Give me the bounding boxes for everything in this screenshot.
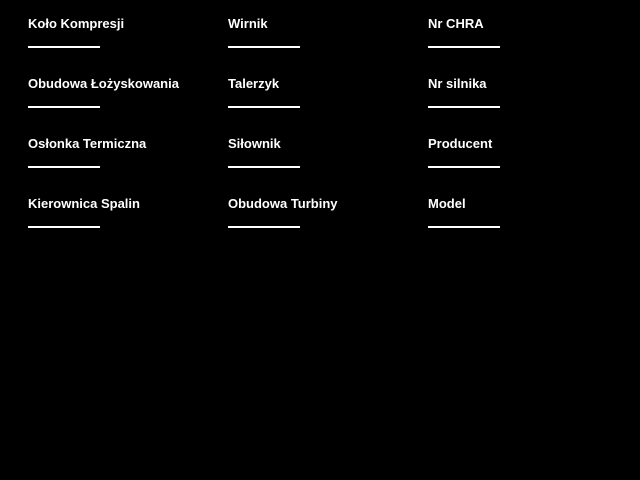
field-grid: Koło Kompresji Wirnik Nr CHRA Obudowa Ło… bbox=[28, 16, 628, 256]
field-underline[interactable] bbox=[228, 106, 300, 108]
field-nr-chra[interactable]: Nr CHRA bbox=[428, 16, 628, 76]
field-label: Nr silnika bbox=[428, 76, 487, 91]
field-underline[interactable] bbox=[228, 226, 300, 228]
field-talerzyk[interactable]: Talerzyk bbox=[228, 76, 428, 136]
field-underline[interactable] bbox=[428, 226, 500, 228]
field-underline[interactable] bbox=[428, 46, 500, 48]
field-kolo-kompresji[interactable]: Koło Kompresji bbox=[28, 16, 228, 76]
field-label: Wirnik bbox=[228, 16, 268, 31]
field-label: Kierownica Spalin bbox=[28, 196, 140, 211]
field-label: Obudowa Łożyskowania bbox=[28, 76, 179, 91]
field-underline[interactable] bbox=[28, 166, 100, 168]
field-silownik[interactable]: Siłownik bbox=[228, 136, 428, 196]
field-label: Osłonka Termiczna bbox=[28, 136, 147, 151]
field-wirnik[interactable]: Wirnik bbox=[228, 16, 428, 76]
field-obudowa-turbiny[interactable]: Obudowa Turbiny bbox=[228, 196, 428, 256]
field-kierownica-spalin[interactable]: Kierownica Spalin bbox=[28, 196, 228, 256]
field-nr-silnika[interactable]: Nr silnika bbox=[428, 76, 628, 136]
field-underline[interactable] bbox=[28, 106, 100, 108]
field-model[interactable]: Model bbox=[428, 196, 628, 256]
field-label: Nr CHRA bbox=[428, 16, 484, 31]
field-label: Producent bbox=[428, 136, 493, 151]
field-obudowa-lozyskowania[interactable]: Obudowa Łożyskowania bbox=[28, 76, 228, 136]
field-oslonka-termiczna[interactable]: Osłonka Termiczna bbox=[28, 136, 228, 196]
field-underline[interactable] bbox=[228, 46, 300, 48]
field-label: Obudowa Turbiny bbox=[228, 196, 338, 211]
field-underline[interactable] bbox=[428, 166, 500, 168]
field-underline[interactable] bbox=[28, 46, 100, 48]
field-underline[interactable] bbox=[428, 106, 500, 108]
field-underline[interactable] bbox=[28, 226, 100, 228]
field-label: Siłownik bbox=[228, 136, 281, 151]
field-label: Koło Kompresji bbox=[28, 16, 125, 31]
field-producent[interactable]: Producent bbox=[428, 136, 628, 196]
field-label: Talerzyk bbox=[228, 76, 280, 91]
field-underline[interactable] bbox=[228, 166, 300, 168]
field-label: Model bbox=[428, 196, 466, 211]
